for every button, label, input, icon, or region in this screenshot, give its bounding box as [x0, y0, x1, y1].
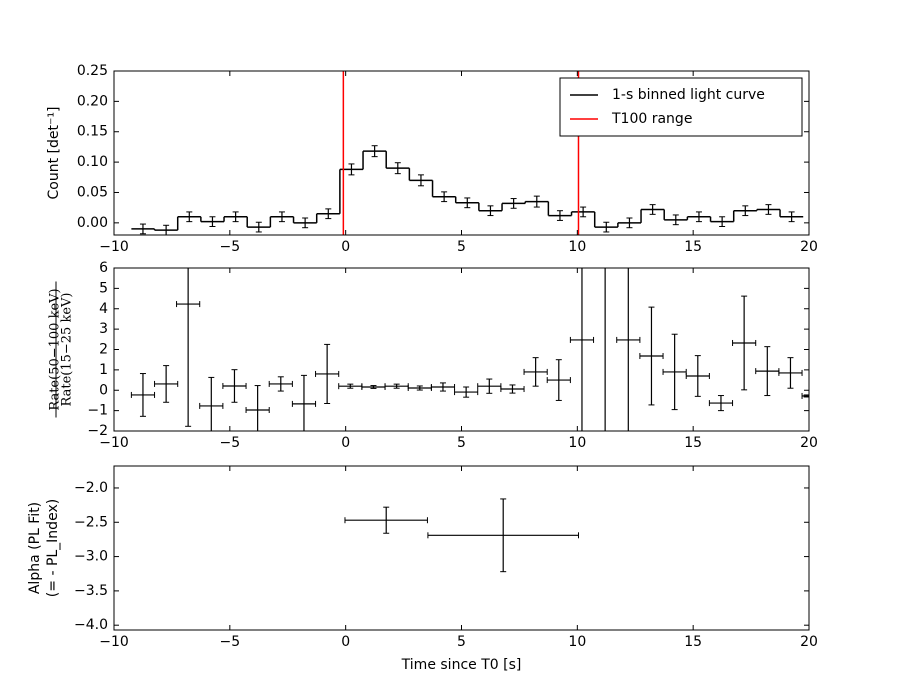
x-axis-label: Time since T0 [s] — [401, 657, 522, 673]
y-tick-label: 0.00 — [77, 215, 108, 231]
x-tick-label: −10 — [99, 239, 129, 255]
y-tick-label: 5 — [99, 280, 108, 296]
x-tick-label: 10 — [568, 634, 586, 650]
y-axis-label: (= - PL_Index) — [45, 499, 61, 597]
y-axis-label: Alpha (PL Fit) — [27, 502, 43, 594]
y-tick-label: −3.0 — [74, 549, 108, 565]
x-tick-label: −5 — [220, 239, 241, 255]
x-tick-label: 5 — [457, 239, 466, 255]
x-tick-label: 5 — [457, 634, 466, 650]
axes-frame — [113, 70, 810, 236]
y-tick-label: 3 — [99, 321, 108, 337]
x-tick-label: −10 — [99, 634, 129, 650]
y-tick-label: 4 — [99, 301, 108, 317]
y-tick-label: 0.10 — [77, 154, 108, 170]
x-tick-label: 15 — [684, 435, 702, 451]
y-tick-label: 0 — [99, 382, 108, 398]
x-tick-label: 0 — [341, 435, 350, 451]
x-tick-label: −10 — [99, 435, 129, 451]
y-tick-label: 2 — [99, 342, 108, 358]
plot-area — [130, 268, 809, 431]
legend-box — [559, 77, 803, 137]
y-tick-label: −2.5 — [74, 514, 108, 530]
axes-frame — [113, 465, 810, 631]
axes-frame — [113, 267, 810, 432]
y-tick-label: 0.05 — [77, 184, 108, 200]
y-axis-label: Count [det⁻¹] — [46, 107, 62, 200]
legend-label: T100 range — [611, 111, 692, 127]
x-tick-label: 15 — [684, 634, 702, 650]
x-tick-label: 20 — [800, 435, 818, 451]
y-tick-label: −2.0 — [74, 480, 108, 496]
x-tick-label: 10 — [568, 239, 586, 255]
x-tick-label: 5 — [457, 435, 466, 451]
y-tick-label: −1 — [87, 403, 108, 419]
y-tick-label: 6 — [99, 260, 108, 276]
x-tick-label: 0 — [341, 634, 350, 650]
x-tick-label: −5 — [220, 634, 241, 650]
y-tick-label: 1 — [99, 362, 108, 378]
x-tick-label: 15 — [684, 239, 702, 255]
x-tick-label: 0 — [341, 239, 350, 255]
y-tick-label: −2 — [87, 423, 108, 439]
legend-label: 1-s binned light curve — [612, 87, 765, 103]
x-tick-label: 20 — [800, 239, 818, 255]
y-tick-label: −3.5 — [74, 583, 108, 599]
y-tick-label: −4.0 — [74, 617, 108, 633]
y-axis-label-numerator: Rate(50−100 keV) — [48, 288, 63, 410]
y-tick-label: 0.15 — [77, 124, 108, 140]
x-tick-label: 10 — [568, 435, 586, 451]
x-tick-label: 20 — [800, 634, 818, 650]
y-axis-label-denominator: Rate(15−25 keV) — [60, 293, 75, 407]
y-tick-label: 0.20 — [77, 93, 108, 109]
plot-area — [344, 498, 579, 573]
y-tick-label: 0.25 — [77, 63, 108, 79]
x-tick-label: −5 — [220, 435, 241, 451]
